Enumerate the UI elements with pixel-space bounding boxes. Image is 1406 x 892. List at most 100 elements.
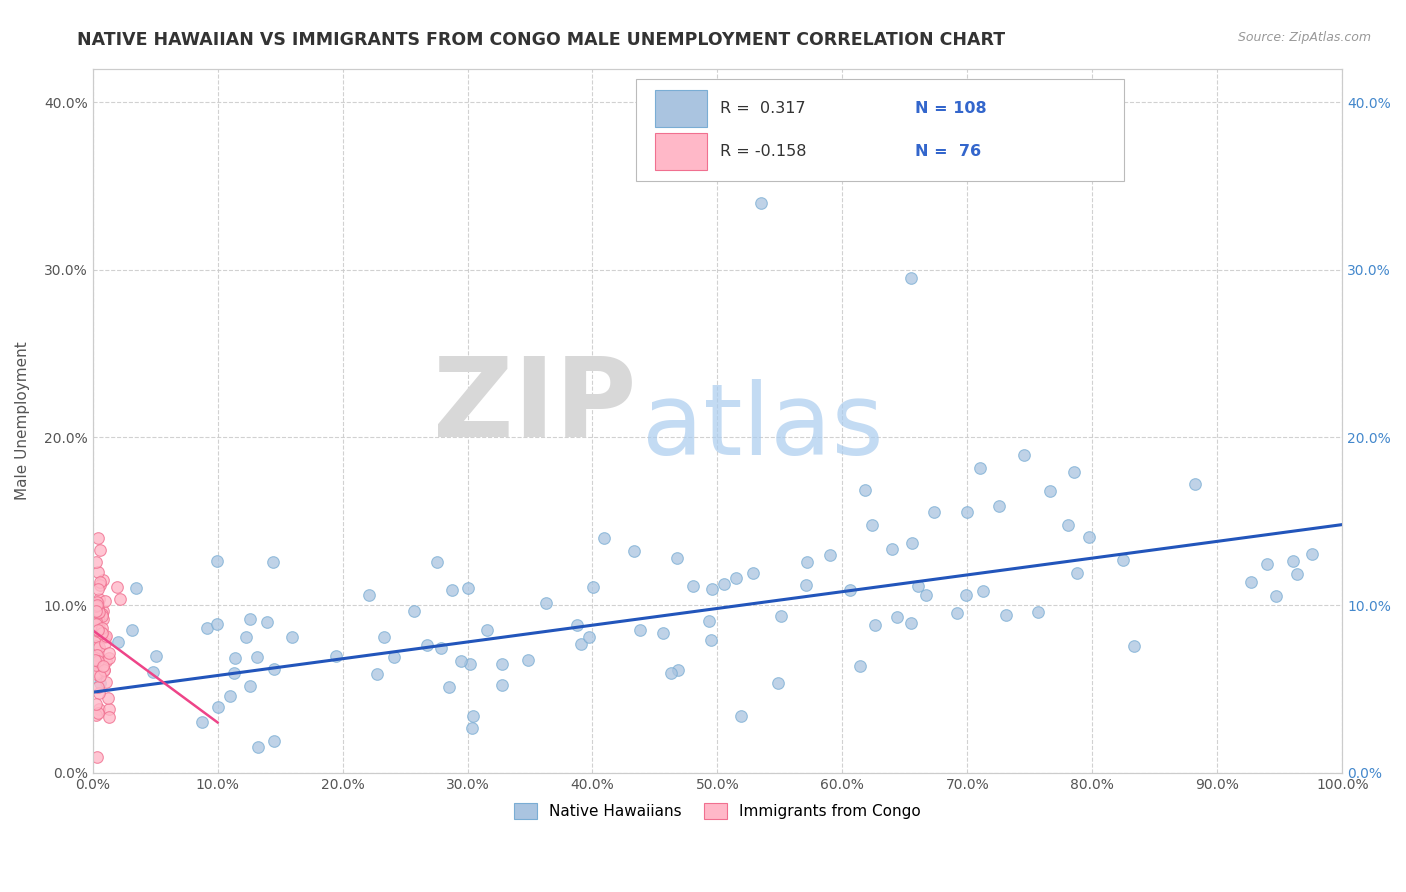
Point: [256, 615, 278, 630]
Point: [700, 632, 723, 647]
Point: [121, 623, 143, 637]
Point: [84, 657, 107, 672]
Point: [430, 641, 453, 656]
Point: [86, 665, 108, 679]
Point: [87, 623, 110, 637]
Point: [86, 623, 108, 637]
FancyBboxPatch shape: [637, 79, 1123, 181]
Point: [849, 659, 872, 673]
Point: [416, 638, 439, 652]
Point: [89, 676, 111, 690]
Point: [770, 609, 793, 624]
Point: [91, 626, 114, 640]
Point: [628, 623, 651, 637]
Point: [89, 669, 111, 683]
Point: [995, 608, 1018, 623]
Point: [697, 614, 720, 628]
Point: [955, 588, 977, 602]
Point: [87, 702, 110, 716]
Point: [224, 651, 246, 665]
Point: [91, 612, 114, 626]
Point: [94, 654, 117, 668]
Point: [87, 680, 110, 694]
Point: [972, 583, 994, 598]
Point: [441, 583, 464, 598]
Point: [246, 649, 269, 664]
Point: [84, 653, 107, 667]
Point: [700, 582, 723, 596]
Point: [207, 616, 229, 631]
Point: [987, 499, 1010, 513]
Point: [900, 615, 922, 630]
Point: [87, 609, 110, 624]
Point: [86, 666, 108, 681]
Point: [96, 674, 118, 689]
Point: [145, 648, 167, 663]
Point: [1063, 465, 1085, 479]
Point: [623, 544, 645, 558]
Text: NATIVE HAWAIIAN VS IMMIGRANTS FROM CONGO MALE UNEMPLOYMENT CORRELATION CHART: NATIVE HAWAIIAN VS IMMIGRANTS FROM CONGO…: [77, 31, 1005, 49]
Text: N = 108: N = 108: [915, 101, 987, 116]
Point: [882, 542, 904, 557]
Point: [86, 750, 108, 764]
Point: [536, 596, 558, 610]
Point: [457, 581, 479, 595]
Point: [569, 637, 592, 651]
Point: [1240, 574, 1263, 589]
Point: [94, 594, 117, 608]
Point: [86, 707, 108, 722]
Point: [91, 608, 114, 623]
Point: [373, 630, 395, 644]
Point: [86, 599, 108, 613]
Point: [901, 536, 924, 550]
Point: [86, 596, 108, 610]
Point: [86, 606, 108, 620]
Point: [651, 625, 673, 640]
Point: [280, 630, 302, 644]
Point: [87, 621, 110, 635]
Point: [125, 581, 148, 595]
Point: [450, 654, 472, 668]
Point: [517, 653, 540, 667]
Point: [94, 636, 117, 650]
Point: [1265, 589, 1288, 603]
Point: [96, 629, 118, 643]
Point: [86, 610, 108, 624]
Point: [207, 553, 229, 567]
Point: [224, 666, 246, 681]
Point: [87, 601, 110, 615]
Point: [325, 649, 347, 664]
Point: [84, 697, 107, 711]
Point: [87, 582, 110, 596]
Point: [87, 592, 110, 607]
Point: [89, 574, 111, 589]
Point: [87, 624, 110, 638]
Point: [1078, 530, 1101, 544]
Point: [87, 532, 110, 546]
Text: R = -0.158: R = -0.158: [720, 144, 807, 159]
Text: Source: ZipAtlas.com: Source: ZipAtlas.com: [1237, 31, 1371, 45]
Point: [86, 630, 108, 644]
Point: [491, 678, 513, 692]
Point: [84, 639, 107, 653]
Point: [1012, 448, 1035, 462]
Point: [666, 663, 689, 677]
Point: [818, 549, 841, 563]
Point: [93, 630, 115, 644]
Point: [682, 579, 704, 593]
Point: [863, 618, 886, 632]
Point: [1286, 567, 1309, 582]
Legend: Native Hawaiians, Immigrants from Congo: Native Hawaiians, Immigrants from Congo: [508, 797, 928, 825]
Point: [87, 654, 110, 668]
Point: [366, 666, 388, 681]
Point: [107, 635, 129, 649]
Point: [1282, 554, 1305, 568]
Point: [796, 556, 818, 570]
Point: [946, 607, 969, 621]
Point: [742, 566, 765, 581]
Point: [593, 531, 616, 545]
Point: [91, 573, 114, 587]
Text: atlas: atlas: [643, 379, 884, 476]
Point: [86, 648, 108, 662]
FancyBboxPatch shape: [655, 133, 707, 169]
